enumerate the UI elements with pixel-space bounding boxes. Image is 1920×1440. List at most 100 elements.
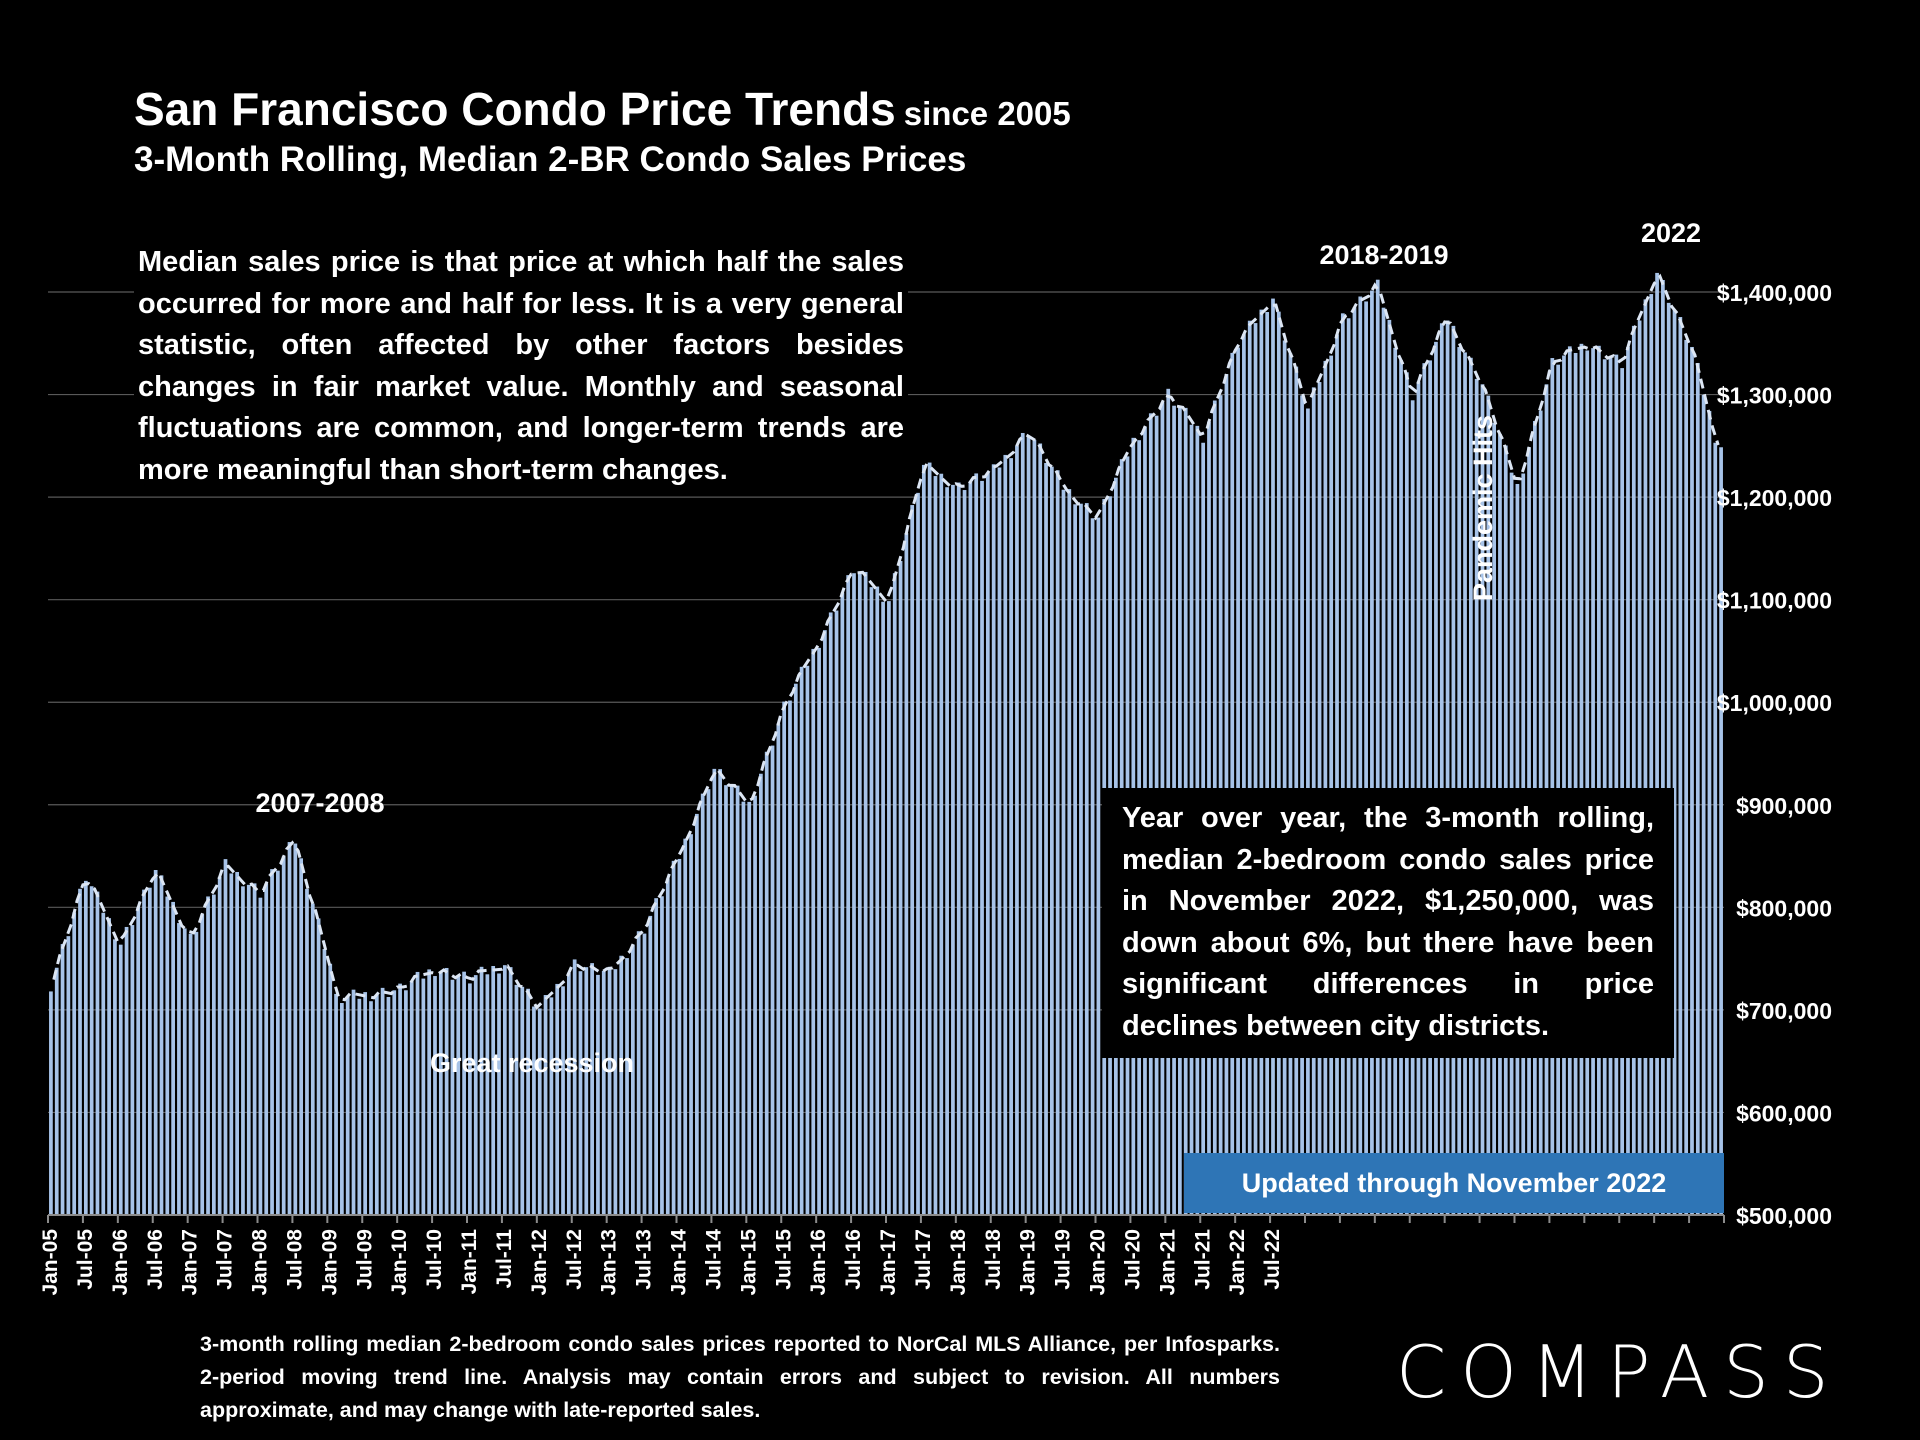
bar (695, 813, 699, 1215)
bar (677, 858, 682, 1215)
x-tick-label: Jan-09 (318, 1229, 341, 1296)
title-suffix: since 2005 (903, 95, 1071, 132)
bar (607, 966, 612, 1215)
bar (182, 928, 187, 1215)
bar (1457, 347, 1462, 1215)
bar (700, 793, 705, 1215)
bar (741, 801, 746, 1215)
bar (1562, 355, 1566, 1215)
bar (857, 572, 862, 1215)
bar (1631, 325, 1636, 1215)
bar (252, 883, 257, 1215)
bar (1067, 489, 1072, 1215)
x-tick-label: Jan-08 (249, 1229, 272, 1296)
bar (724, 785, 728, 1215)
x-tick-label: Jul-18 (982, 1229, 1005, 1290)
bar (78, 888, 82, 1215)
y-tick-label: $500,000 (1736, 1203, 1832, 1229)
bar (345, 996, 350, 1215)
y-tick-label: $1,200,000 (1717, 485, 1832, 511)
annotation-2022: 2022 (1641, 218, 1701, 248)
y-tick-label: $1,100,000 (1717, 588, 1832, 614)
bar (276, 870, 280, 1215)
bar (409, 981, 414, 1215)
bar (293, 843, 298, 1215)
bar (229, 873, 234, 1215)
bar (747, 801, 752, 1215)
bar (468, 983, 472, 1215)
bar (1352, 307, 1357, 1216)
bar (817, 647, 821, 1215)
bar (1597, 345, 1601, 1215)
bar (124, 926, 129, 1215)
x-tick-label: Jan-06 (109, 1229, 132, 1296)
bar (211, 894, 216, 1215)
bar (497, 973, 501, 1215)
bar (764, 751, 769, 1215)
bar (590, 963, 594, 1215)
bar (1591, 348, 1595, 1215)
bar (316, 918, 321, 1215)
bar (1695, 363, 1700, 1215)
bar (1428, 360, 1432, 1215)
bar (328, 963, 333, 1215)
bar (735, 785, 740, 1215)
bar (566, 972, 571, 1215)
bar (159, 875, 164, 1215)
x-tick-label: Jan-13 (598, 1229, 621, 1296)
bar (310, 903, 315, 1215)
bar (241, 886, 245, 1215)
bar (956, 482, 961, 1215)
bar (613, 969, 618, 1215)
x-tick-label: Jan-15 (737, 1229, 760, 1296)
x-tick-label: Jan-05 (39, 1229, 62, 1296)
bar (799, 666, 804, 1215)
bar (665, 878, 670, 1215)
bar (473, 975, 478, 1215)
bar (60, 944, 65, 1215)
bar (927, 462, 932, 1215)
bar (491, 965, 496, 1215)
bar (217, 876, 222, 1215)
bar (788, 700, 792, 1215)
bar (654, 898, 658, 1215)
bar (380, 987, 385, 1215)
bar (1335, 334, 1339, 1215)
x-tick-label: Jan-22 (1226, 1229, 1249, 1296)
bar (258, 897, 263, 1215)
bar (852, 573, 856, 1215)
x-tick-label: Jul-14 (702, 1229, 725, 1290)
bar (450, 979, 455, 1215)
bar (357, 998, 362, 1215)
bar (433, 976, 437, 1215)
bar (683, 838, 688, 1215)
bar (1364, 301, 1368, 1215)
bar (206, 896, 210, 1215)
bar (1719, 447, 1723, 1215)
bar (270, 869, 274, 1215)
x-tick-label: Jan-07 (179, 1229, 202, 1296)
x-tick-label: Jan-17 (877, 1229, 900, 1296)
bar (968, 481, 973, 1215)
bar (1282, 340, 1287, 1215)
x-tick-label: Jan-11 (458, 1229, 481, 1295)
bar (83, 880, 88, 1215)
y-tick-label: $900,000 (1736, 793, 1832, 819)
bar (578, 971, 583, 1215)
bar (1020, 432, 1025, 1215)
bar (66, 936, 71, 1215)
bar (1672, 309, 1677, 1215)
bar (875, 586, 880, 1215)
bar (782, 701, 787, 1215)
bar (188, 933, 193, 1215)
bar (1643, 299, 1648, 1215)
bar (630, 944, 635, 1215)
bar (130, 925, 135, 1215)
bar (101, 912, 106, 1215)
bar (1585, 350, 1590, 1215)
bar (887, 601, 891, 1215)
bar (537, 1008, 542, 1215)
bar (1055, 470, 1060, 1215)
bar (1439, 323, 1444, 1216)
bar (1602, 359, 1607, 1215)
